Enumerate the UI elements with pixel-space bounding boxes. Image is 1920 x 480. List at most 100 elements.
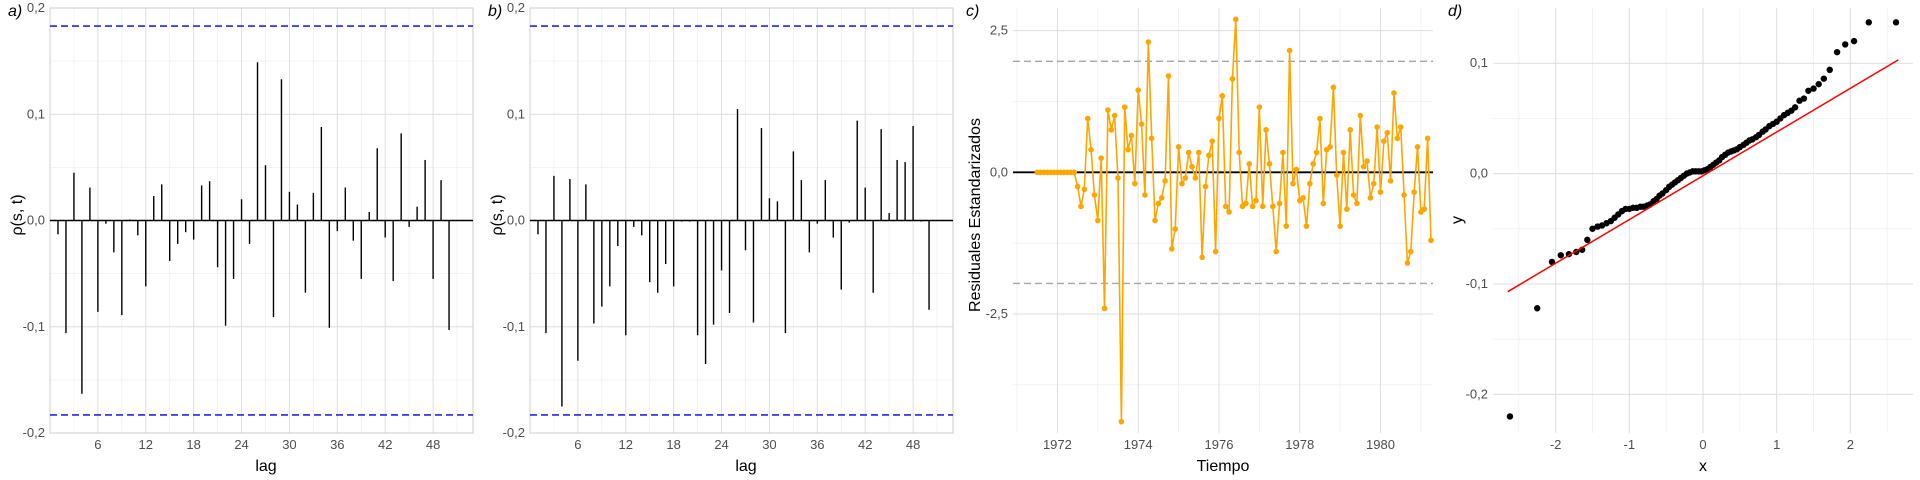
residual-point xyxy=(1364,158,1370,164)
x-tick-label: 18 xyxy=(186,437,200,452)
residual-point xyxy=(1189,163,1195,170)
panel-tag-b: b) xyxy=(488,3,502,20)
qq-point xyxy=(1800,95,1808,102)
residual-point xyxy=(1209,138,1216,144)
qq-point xyxy=(1820,75,1828,82)
residual-point xyxy=(1407,248,1414,255)
residual-point xyxy=(1246,161,1253,167)
x-tick-label: 12 xyxy=(619,437,633,452)
residual-point xyxy=(1256,104,1263,110)
residual-point xyxy=(1286,47,1293,54)
residual-point xyxy=(1270,203,1276,210)
y-tick-label: -0,1 xyxy=(503,319,525,334)
y-tick-label: -0,2 xyxy=(503,425,525,440)
y-tick-label: 0,2 xyxy=(507,0,525,15)
residual-point xyxy=(1310,161,1316,167)
residual-point xyxy=(1162,178,1168,184)
residual-point xyxy=(1195,149,1202,156)
x-tick-label: 42 xyxy=(378,437,392,452)
x-tick-label: 2 xyxy=(1847,437,1854,452)
residual-point xyxy=(1199,254,1205,261)
y-tick-label: -2,5 xyxy=(986,306,1008,321)
residual-point xyxy=(1253,197,1259,204)
x-axis-title-a: lag xyxy=(255,458,276,475)
residual-point xyxy=(1165,73,1172,79)
qq-point xyxy=(1826,66,1833,74)
residual-point xyxy=(1108,127,1115,133)
residual-point xyxy=(1303,223,1310,229)
x-tick-label: 12 xyxy=(139,437,153,452)
residual-point xyxy=(1276,200,1283,207)
residual-point xyxy=(1397,124,1404,130)
residual-point xyxy=(1273,248,1279,255)
y-axis-title-a: ρ(s, t) xyxy=(9,194,26,235)
residual-point xyxy=(1243,200,1249,207)
residual-point xyxy=(1115,175,1121,181)
residual-point xyxy=(1367,195,1374,201)
residual-point xyxy=(1354,200,1360,207)
y-axis-title-b: ρ(s, t) xyxy=(489,194,506,235)
residual-point xyxy=(1118,418,1125,425)
residual-point xyxy=(1172,226,1179,232)
residual-point xyxy=(1384,129,1391,136)
residual-point xyxy=(1293,166,1300,173)
residual-point xyxy=(1219,93,1226,99)
residual-point xyxy=(1081,186,1088,193)
residual-point xyxy=(1216,115,1222,122)
residual-point xyxy=(1132,180,1138,187)
residuals-panel-c: c) Residuales Estandarizados Tiempo 1972… xyxy=(966,3,1434,475)
residual-point xyxy=(1179,180,1185,187)
residual-point xyxy=(1266,161,1273,167)
residual-point xyxy=(1327,144,1333,150)
residual-point xyxy=(1320,200,1327,207)
x-tick-label: 1974 xyxy=(1124,437,1153,452)
y-tick-label: 0,2 xyxy=(27,0,45,15)
qq-point xyxy=(1584,236,1591,244)
residual-point xyxy=(1138,121,1145,127)
x-tick-label: 6 xyxy=(574,437,581,452)
x-axis-title-c: Tiempo xyxy=(1197,458,1250,475)
residual-point xyxy=(1071,169,1078,176)
residual-point xyxy=(1111,112,1118,119)
residual-point xyxy=(1317,115,1323,122)
qq-point xyxy=(1548,258,1556,266)
residual-point xyxy=(1206,152,1212,159)
residual-point xyxy=(1145,39,1152,45)
residual-point xyxy=(1404,260,1411,266)
residual-point xyxy=(1391,90,1397,96)
y-axis-title-d: y xyxy=(1449,216,1466,224)
y-tick-label: -0,2 xyxy=(23,425,45,440)
residual-point xyxy=(1074,183,1081,190)
residual-point xyxy=(1280,149,1286,156)
residual-point xyxy=(1125,146,1131,153)
residual-point xyxy=(1142,192,1148,198)
residual-point xyxy=(1357,112,1364,119)
residual-point xyxy=(1236,149,1242,156)
residual-point xyxy=(1330,84,1337,91)
x-tick-label: 42 xyxy=(858,437,872,452)
y-tick-label: 0,1 xyxy=(1470,55,1488,70)
residual-point xyxy=(1095,217,1101,224)
qq-point xyxy=(1557,252,1564,259)
qq-point xyxy=(1589,225,1596,232)
qq-point xyxy=(1833,48,1841,56)
residual-point xyxy=(1182,175,1189,181)
acf-panel-a: a) ρ(s, t) lag 6 12 18 24 30 36 42 48 -0,2 -0,1 0,… xyxy=(8,0,474,475)
residual-point xyxy=(1340,149,1347,156)
qq-point xyxy=(1815,80,1822,88)
residual-point xyxy=(1307,180,1313,187)
residual-point xyxy=(1088,146,1094,153)
y-axis-title-c: Residuales Estandarizados xyxy=(967,118,984,312)
y-tick-label: 0,1 xyxy=(27,106,45,121)
residual-series-line xyxy=(1037,19,1432,422)
residual-point xyxy=(1169,246,1175,252)
residual-point xyxy=(1084,115,1091,122)
residual-point xyxy=(1300,195,1306,201)
y-tick-label: -0,2 xyxy=(1466,386,1488,401)
x-tick-label: 36 xyxy=(810,437,824,452)
x-tick-label: 48 xyxy=(906,437,920,452)
y-tick-label: 0,1 xyxy=(507,106,525,121)
qq-point xyxy=(1865,19,1872,26)
residual-point xyxy=(1377,189,1384,195)
x-tick-label: 1976 xyxy=(1205,437,1234,452)
